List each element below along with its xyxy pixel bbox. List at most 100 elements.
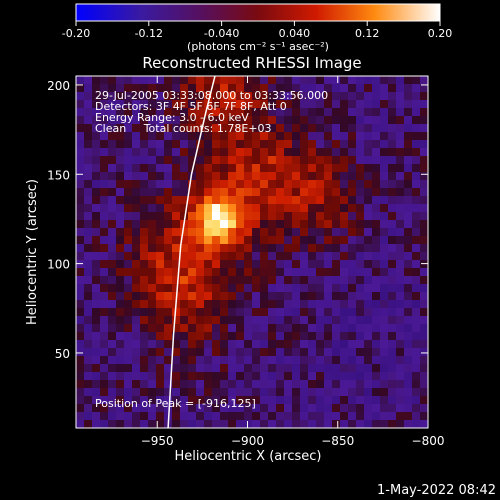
heatmap-cell [164, 108, 173, 117]
heatmap-cell [132, 196, 141, 205]
heatmap-cell [228, 316, 237, 325]
annotation-time: 29-Jul-2005 03:33:08.000 to 03:33:56.000 [95, 89, 328, 102]
heatmap-cell [340, 124, 349, 133]
heatmap-cell [364, 156, 373, 165]
heatmap-cell [228, 204, 237, 213]
heatmap-cell [396, 348, 405, 357]
heatmap-cell [220, 196, 229, 205]
heatmap-cell [348, 260, 357, 269]
heatmap-cell [156, 316, 165, 325]
heatmap-cell [188, 268, 197, 277]
heatmap-cell [236, 180, 245, 189]
heatmap-cell [316, 164, 325, 173]
heatmap-cell [356, 116, 365, 125]
heatmap-cell [260, 388, 269, 397]
heatmap-cell [180, 204, 189, 213]
heatmap-cell [308, 172, 317, 181]
heatmap-cell [300, 156, 309, 165]
heatmap-cell [84, 84, 93, 93]
heatmap-cell [244, 124, 253, 133]
heatmap-cell [196, 340, 205, 349]
heatmap-cell [300, 116, 309, 125]
heatmap-cell [324, 116, 333, 125]
heatmap-cell [316, 84, 325, 93]
heatmap-cell [236, 164, 245, 173]
heatmap-cell [116, 260, 125, 269]
heatmap-cell [332, 300, 341, 309]
heatmap-cell [188, 324, 197, 333]
heatmap-cell [404, 188, 413, 197]
heatmap-cell [324, 188, 333, 197]
heatmap-cell [124, 276, 133, 285]
heatmap-cell [164, 172, 173, 181]
heatmap-cell [396, 276, 405, 285]
heatmap-cell [284, 92, 293, 101]
heatmap-cell [196, 308, 205, 317]
heatmap-cell [340, 332, 349, 341]
heatmap-cell [324, 316, 333, 325]
heatmap-cell [76, 420, 85, 428]
heatmap-cell [276, 220, 285, 229]
heatmap-cell [180, 236, 189, 245]
heatmap-cell [348, 268, 357, 277]
colorbar-tick-label: -0.12 [135, 27, 163, 40]
heatmap-cell [108, 340, 117, 349]
heatmap-cell [300, 76, 309, 85]
heatmap-cell [252, 252, 261, 261]
heatmap-cell [372, 396, 381, 405]
heatmap-cell [148, 84, 157, 93]
heatmap-cell [348, 420, 357, 428]
heatmap-cell [364, 348, 373, 357]
heatmap-cell [324, 212, 333, 221]
heatmap-cell [92, 180, 101, 189]
heatmap-cell [188, 412, 197, 421]
heatmap-cell [244, 396, 253, 405]
heatmap-cell [236, 188, 245, 197]
heatmap-cell [172, 404, 181, 413]
heatmap-cell [100, 268, 109, 277]
heatmap-cell [100, 388, 109, 397]
heatmap-cell [356, 356, 365, 365]
heatmap-cell [220, 228, 229, 237]
heatmap-cell [252, 100, 261, 109]
heatmap-cell [316, 148, 325, 157]
heatmap-cell [220, 252, 229, 261]
heatmap-cell [76, 84, 85, 93]
heatmap-cell [276, 236, 285, 245]
heatmap-cell [100, 252, 109, 261]
heatmap-cell [108, 356, 117, 365]
heatmap-cell [340, 196, 349, 205]
heatmap-cell [348, 188, 357, 197]
annotation-detectors: Detectors: 3F 4F 5F 6F 7F 8F, Att 0 [95, 100, 287, 113]
heatmap-cell [284, 140, 293, 149]
heatmap-cell [316, 292, 325, 301]
heatmap-cell [196, 276, 205, 285]
heatmap-cell [332, 252, 341, 261]
heatmap-cell [180, 212, 189, 221]
heatmap-cell [252, 84, 261, 93]
heatmap-cell [172, 420, 181, 428]
heatmap-cell [300, 212, 309, 221]
heatmap-cell [412, 332, 421, 341]
heatmap-cell [140, 100, 149, 109]
heatmap-cell [236, 324, 245, 333]
heatmap-cell [284, 148, 293, 157]
heatmap-cell [364, 212, 373, 221]
heatmap-cell [124, 124, 133, 133]
heatmap-cell [212, 380, 221, 389]
heatmap-cell [108, 324, 117, 333]
heatmap-cell [220, 364, 229, 373]
heatmap-cell [164, 148, 173, 157]
heatmap-cell [108, 84, 117, 93]
heatmap-cell [332, 84, 341, 93]
heatmap-cell [284, 100, 293, 109]
heatmap-cell [228, 156, 237, 165]
heatmap-cell [220, 140, 229, 149]
heatmap-cell [380, 188, 389, 197]
heatmap-cell [380, 180, 389, 189]
heatmap-cell [76, 76, 85, 85]
heatmap-cell [356, 148, 365, 157]
heatmap-cell [108, 332, 117, 341]
heatmap-cell [204, 284, 213, 293]
heatmap-cell [348, 180, 357, 189]
